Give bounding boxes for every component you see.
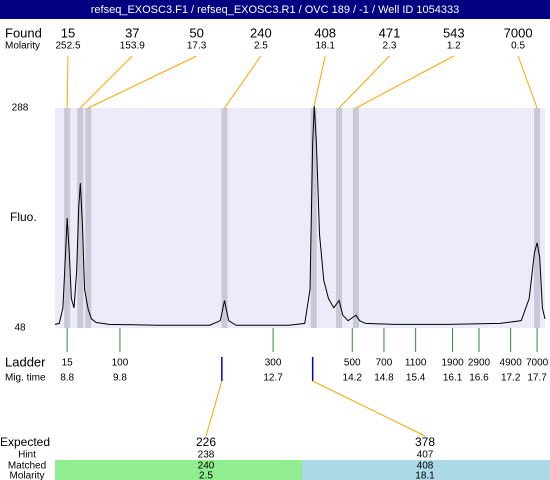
plot-area: [55, 108, 545, 328]
hint-label: Hint: [18, 450, 36, 461]
peak-band: [352, 108, 359, 328]
found-molarity: 2.3: [383, 41, 397, 52]
ladder-time: 14.2: [343, 373, 363, 384]
ladder-label: Ladder: [5, 354, 46, 369]
ladder-size: 100: [112, 358, 129, 369]
ladder-size: 700: [376, 358, 393, 369]
ladder-time: 12.7: [263, 373, 283, 384]
ladder-time: 16.6: [469, 373, 489, 384]
ladder-size: 1900: [441, 358, 464, 369]
molarity-label: Molarity: [5, 41, 40, 52]
matched-size: 240: [198, 461, 215, 472]
y-axis-label: Fluo.: [10, 210, 37, 224]
found-connector: [79, 55, 133, 109]
found-connector: [355, 55, 455, 109]
found-connector: [338, 55, 390, 109]
found-size: 543: [443, 25, 465, 40]
ladder-time: 9.8: [113, 373, 127, 384]
ladder-time: 8.8: [60, 373, 74, 384]
peak-band: [534, 108, 541, 328]
peak-band: [310, 108, 317, 328]
matched-background: [55, 460, 302, 480]
matched-molarity-label: Molarity: [9, 471, 44, 480]
found-connector: [517, 55, 538, 109]
ladder-size: 2900: [468, 358, 491, 369]
found-size: 240: [250, 25, 272, 40]
trace: [54, 106, 546, 326]
ladder-size: 15: [62, 358, 74, 369]
expected-connector: [205, 380, 223, 437]
mig-time-label: Mig. time: [5, 373, 46, 384]
found-molarity: 1.2: [447, 41, 461, 52]
matched-size: 408: [417, 461, 434, 472]
ladder-time: 15.4: [406, 373, 426, 384]
found-molarity: 18.1: [315, 41, 335, 52]
found-size: 471: [379, 25, 401, 40]
peak-band: [77, 108, 84, 328]
ladder-size: 4900: [500, 358, 523, 369]
ladder-time: 17.7: [527, 373, 547, 384]
found-molarity: 252.5: [55, 41, 80, 52]
found-size: 50: [189, 25, 203, 40]
matched-molarity: 2.5: [199, 471, 213, 480]
ladder-size: 500: [344, 358, 361, 369]
expected-label: Expected: [0, 435, 50, 449]
chart-title: refseq_EXOSC3.F1 / refseq_EXOSC3.R1 / OV…: [91, 4, 459, 16]
hint-size: 407: [417, 450, 434, 461]
peak-band: [336, 108, 343, 328]
matched-molarity: 18.1: [415, 471, 435, 480]
found-connector: [66, 55, 69, 109]
found-connector: [313, 55, 326, 109]
ladder-time: 16.1: [443, 373, 463, 384]
expected-connector: [312, 380, 426, 437]
peak-band: [221, 108, 228, 328]
found-connector: [88, 55, 197, 109]
found-molarity: 0.5: [511, 41, 525, 52]
y-tick-label: 288: [12, 103, 29, 114]
found-molarity: 153.9: [120, 41, 145, 52]
found-label: Found: [5, 25, 42, 40]
y-tick-label: 48: [14, 323, 26, 334]
found-size: 408: [314, 25, 336, 40]
ladder-size: 1100: [405, 358, 427, 369]
found-size: 37: [125, 25, 139, 40]
found-molarity: 2.5: [254, 41, 268, 52]
ladder-time: 14.8: [374, 373, 394, 384]
found-molarity: 17.3: [187, 41, 207, 52]
found-connector: [224, 55, 262, 109]
hint-size: 238: [198, 450, 215, 461]
ladder-time: 17.2: [501, 373, 521, 384]
found-size: 15: [61, 25, 75, 40]
title-bar: [0, 0, 550, 19]
expected-size: 226: [196, 435, 216, 449]
ladder-size: 300: [265, 358, 282, 369]
peak-band: [85, 108, 92, 328]
ladder-size: 7000: [526, 358, 549, 369]
matched-background: [302, 460, 550, 480]
found-size: 7000: [504, 25, 533, 40]
matched-label: Matched: [8, 461, 46, 472]
expected-size: 378: [415, 435, 435, 449]
